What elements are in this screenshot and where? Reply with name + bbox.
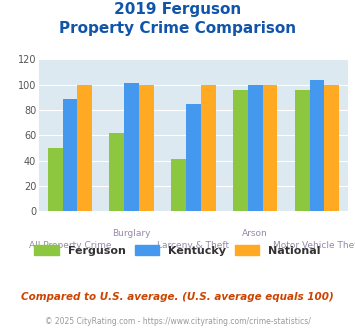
Text: 2019 Ferguson: 2019 Ferguson: [114, 2, 241, 16]
Bar: [295, 90, 310, 211]
Bar: [233, 90, 248, 211]
Text: Property Crime Comparison: Property Crime Comparison: [59, 21, 296, 36]
Text: Arson: Arson: [242, 229, 268, 238]
Text: All Property Crime: All Property Crime: [29, 241, 111, 250]
Bar: [310, 80, 324, 211]
Legend: Ferguson, Kentucky, National: Ferguson, Kentucky, National: [30, 240, 325, 260]
Bar: [324, 85, 339, 211]
Bar: [109, 133, 124, 211]
Text: Burglary: Burglary: [113, 229, 151, 238]
Bar: [186, 104, 201, 211]
Bar: [48, 148, 62, 211]
Bar: [263, 85, 278, 211]
Text: Compared to U.S. average. (U.S. average equals 100): Compared to U.S. average. (U.S. average …: [21, 292, 334, 302]
Bar: [171, 159, 186, 211]
Bar: [248, 85, 263, 211]
Text: Larceny & Theft: Larceny & Theft: [157, 241, 230, 250]
Bar: [77, 85, 92, 211]
Bar: [124, 83, 139, 211]
Text: Motor Vehicle Theft: Motor Vehicle Theft: [273, 241, 355, 250]
Bar: [62, 99, 77, 211]
Bar: [201, 85, 216, 211]
Bar: [139, 85, 154, 211]
Text: © 2025 CityRating.com - https://www.cityrating.com/crime-statistics/: © 2025 CityRating.com - https://www.city…: [45, 317, 310, 326]
